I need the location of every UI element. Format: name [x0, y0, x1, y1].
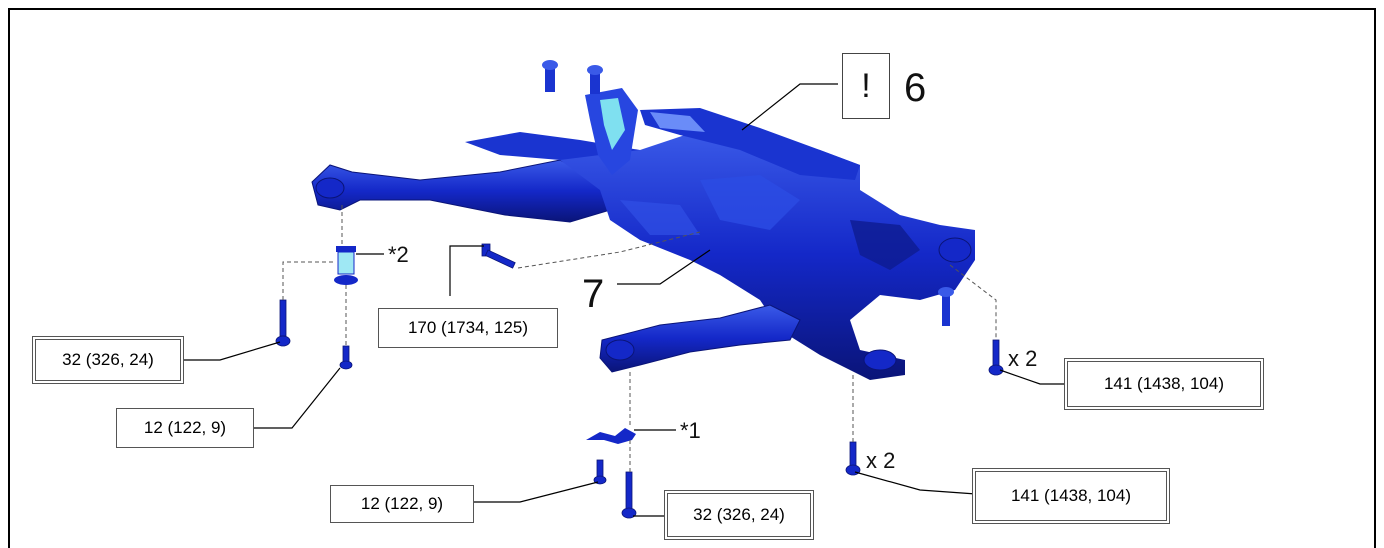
- bolts: [275, 243, 1004, 519]
- notice-mark-box: !: [842, 53, 890, 119]
- torque-label-front-small-bolt: 12 (122, 9): [330, 485, 474, 523]
- bolt-left-small: [342, 345, 350, 363]
- bolt-center: [484, 249, 516, 269]
- alignment-lines: [282, 205, 997, 472]
- bolt-left-head: [275, 335, 291, 347]
- marker-star-2: *2: [388, 242, 409, 267]
- member-bushing: [334, 246, 358, 285]
- torque-label-rear-right-bolts: 141 (1438, 104): [1064, 358, 1264, 410]
- qty-front-right: x 2: [866, 448, 896, 473]
- member-bracket: [586, 428, 636, 444]
- bolt-front: [625, 471, 633, 511]
- torque-label-center-bolt: 170 (1734, 125): [378, 308, 558, 348]
- torque-label-left-small-bolt: 12 (122, 9): [116, 408, 254, 448]
- leader-lines: [183, 83, 1066, 517]
- bolt-front-small: [596, 459, 604, 479]
- callout-6: 6: [904, 66, 927, 110]
- torque-label-front-bolt: 32 (326, 24): [664, 490, 814, 540]
- torque-label-front-right-bolts: 141 (1438, 104): [972, 468, 1170, 524]
- qty-rear-right: x 2: [1008, 346, 1038, 371]
- suspension-member: [311, 60, 975, 380]
- diagram-frame: [8, 8, 1376, 548]
- torque-label-left-bolt: 32 (326, 24): [32, 336, 184, 384]
- marker-star-1: *1: [680, 418, 701, 443]
- callout-7: 7: [582, 272, 605, 316]
- bolt-left: [279, 299, 287, 337]
- bolt-rear-right: [992, 339, 1000, 369]
